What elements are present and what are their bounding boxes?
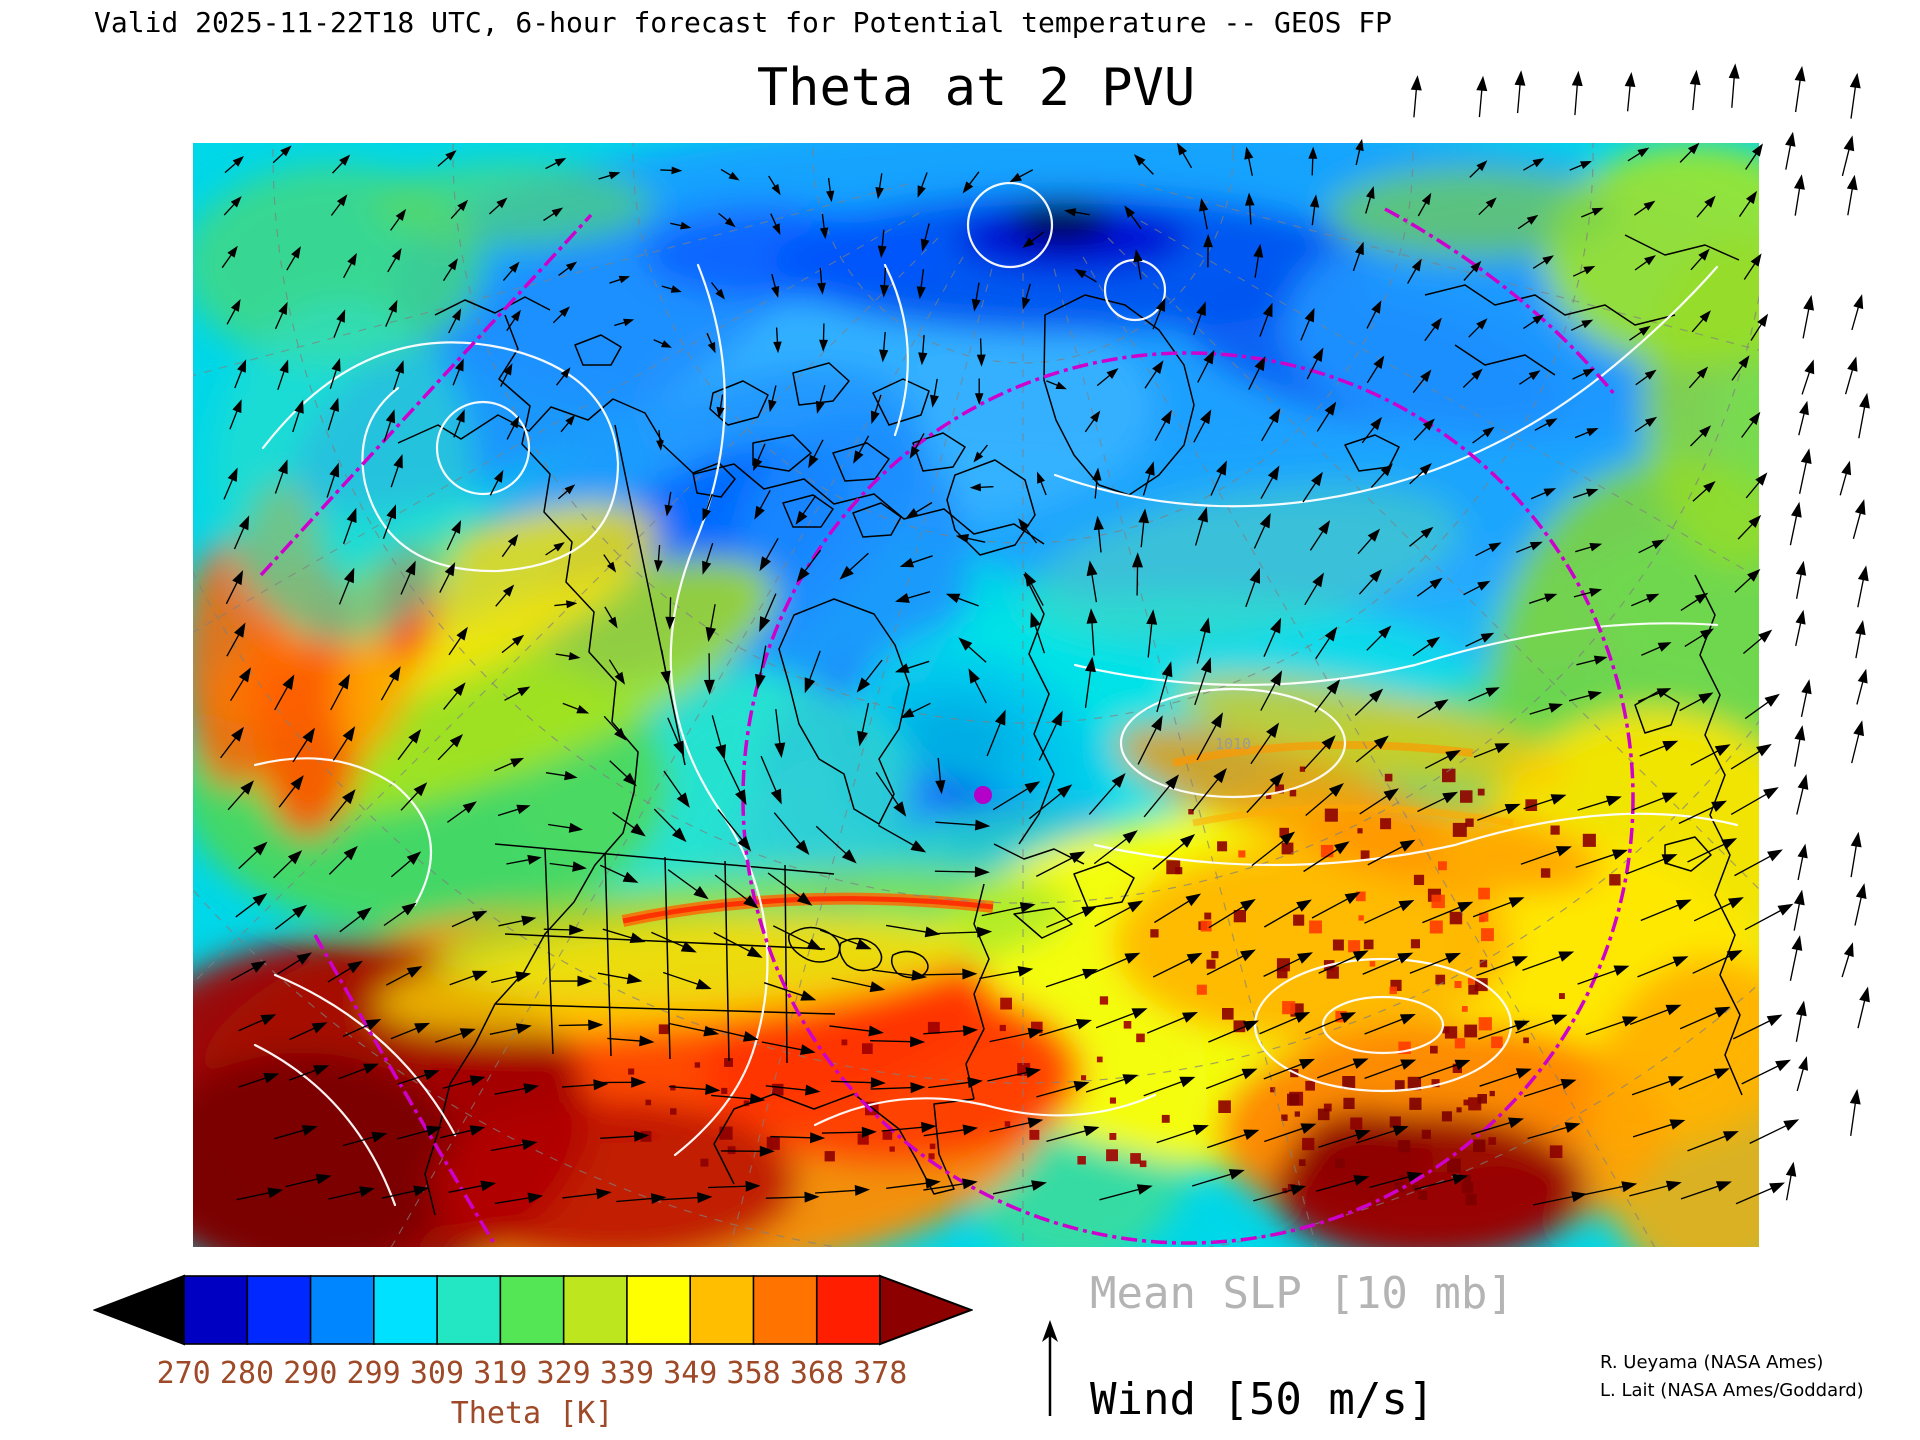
- colorbar-tick-label: 339: [599, 1356, 655, 1391]
- wind-reference-label: Wind [50 m/s]: [1090, 1374, 1435, 1425]
- mean-slp-label: Mean SLP [10 mb]: [1090, 1268, 1514, 1319]
- wind-arrows: [220, 63, 1870, 1206]
- valid-time-line: Valid 2025-11-22T18 UTC, 6-hour forecast…: [94, 6, 1393, 39]
- colorbar-tick-label: 378: [853, 1356, 908, 1391]
- colorbar-tick-label: 329: [536, 1356, 591, 1391]
- slp-contour-labels: 1010: [1215, 735, 1251, 753]
- terminator-line: [259, 207, 1635, 1246]
- credit-line-1: R. Ueyama (NASA Ames): [1600, 1352, 1824, 1373]
- colorbar-tick-label: 358: [726, 1356, 781, 1391]
- svg-text:1010: 1010: [1215, 735, 1251, 753]
- colorbar-title: Theta [K]: [450, 1396, 614, 1431]
- colorbar-tick-label: 349: [663, 1356, 718, 1391]
- colorbar-ticks: 270 280 290 299 309 319 329 339 349 358 368 378: [152, 1356, 912, 1391]
- colorbar-tick-label: 280: [219, 1356, 275, 1391]
- station-marker-dot: [974, 786, 992, 804]
- map-area: 1010: [193, 63, 1870, 1247]
- wind-reference-arrow-icon: [1042, 1320, 1058, 1416]
- plot-title: Theta at 2 PVU: [756, 58, 1196, 118]
- colorbar-tick-label: 319: [473, 1356, 528, 1391]
- map-canvas: 1010: [193, 63, 1870, 1247]
- colorbar-tick-label: 309: [409, 1356, 465, 1391]
- colorbar: [93, 1274, 973, 1346]
- colorbar-tick-label: 368: [789, 1356, 845, 1391]
- colorbar-tick-label: 290: [283, 1356, 338, 1391]
- colorbar-tick-label: 270: [156, 1356, 211, 1391]
- colorbar-tick-label: 299: [346, 1356, 401, 1391]
- credit-line-2: L. Lait (NASA Ames/Goddard): [1600, 1380, 1864, 1401]
